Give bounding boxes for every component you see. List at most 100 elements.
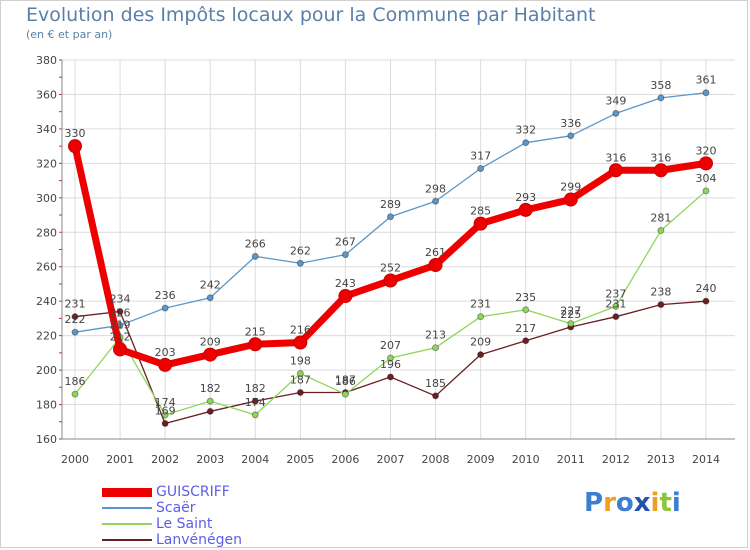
- data-point: [612, 313, 620, 321]
- data-label: 243: [335, 277, 356, 290]
- data-label: 235: [515, 291, 536, 304]
- data-point: [567, 320, 575, 328]
- data-point: [522, 306, 530, 314]
- data-label: 358: [650, 79, 671, 92]
- logo-letter: x: [633, 488, 651, 518]
- data-point: [522, 337, 530, 345]
- x-tick-label: 2006: [331, 453, 359, 466]
- legend-item-scaer: Scaër: [102, 500, 242, 516]
- data-point: [206, 397, 214, 405]
- x-tick-label: 2007: [376, 453, 404, 466]
- data-point: [158, 357, 173, 372]
- x-tick-label: 2009: [467, 453, 495, 466]
- x-tick-label: 2003: [196, 453, 224, 466]
- data-label: 304: [695, 172, 716, 185]
- data-point: [522, 139, 530, 147]
- data-point: [338, 289, 353, 304]
- data-point: [71, 313, 79, 321]
- logo-letter: o: [615, 488, 634, 518]
- data-label: 187: [290, 373, 311, 386]
- data-label: 174: [245, 396, 266, 409]
- data-point: [657, 227, 665, 235]
- data-point: [383, 273, 398, 288]
- data-label: 316: [605, 151, 626, 164]
- data-point: [563, 192, 578, 207]
- data-label: 267: [335, 236, 356, 249]
- data-label: 332: [515, 124, 536, 137]
- data-point: [296, 259, 304, 267]
- data-label: 252: [380, 262, 401, 275]
- data-point: [657, 94, 665, 102]
- data-point: [567, 132, 575, 140]
- logo-letter: r: [603, 488, 616, 518]
- data-point: [296, 370, 304, 378]
- data-point: [161, 411, 169, 419]
- data-point: [161, 419, 169, 427]
- data-label: 349: [605, 94, 626, 107]
- y-tick-label: 220: [36, 330, 57, 343]
- data-label: 174: [155, 396, 176, 409]
- x-tick-label: 2013: [647, 453, 675, 466]
- data-point: [206, 294, 214, 302]
- chart-subtitle: (en € et par an): [26, 28, 113, 41]
- data-point: [702, 187, 710, 195]
- legend-item-le-saint: Le Saint: [102, 516, 242, 532]
- legend-label: Le Saint: [156, 516, 213, 532]
- x-tick-label: 2002: [151, 453, 179, 466]
- data-point: [161, 304, 169, 312]
- data-label: 186: [65, 375, 86, 388]
- data-label: 226: [110, 306, 131, 319]
- y-tick-label: 240: [36, 295, 57, 308]
- chart-title: Evolution des Impôts locaux pour la Comm…: [26, 4, 596, 26]
- data-label: 209: [200, 336, 221, 349]
- data-label: 231: [65, 298, 86, 311]
- x-tick-label: 2014: [692, 453, 720, 466]
- data-label: 320: [695, 144, 716, 157]
- x-tick-label: 2001: [106, 453, 134, 466]
- data-label: 215: [245, 325, 266, 338]
- y-tick-label: 260: [36, 261, 57, 274]
- y-tick-label: 360: [36, 88, 57, 101]
- data-label: 219: [110, 318, 131, 331]
- data-point: [608, 163, 623, 178]
- data-point: [251, 397, 259, 405]
- data-label: 182: [245, 382, 266, 395]
- data-label: 242: [200, 279, 221, 292]
- data-point: [293, 335, 308, 350]
- data-label: 262: [290, 244, 311, 257]
- data-point: [251, 252, 259, 260]
- legend-item-guiscriff: GUISCRIFF: [102, 484, 242, 500]
- data-label: 238: [650, 286, 671, 299]
- data-label: 209: [470, 336, 491, 349]
- data-label: 227: [560, 305, 581, 318]
- legend-swatch-lanvenegen: [102, 539, 152, 541]
- y-tick-label: 200: [36, 364, 57, 377]
- data-point: [698, 156, 713, 171]
- data-point: [206, 407, 214, 415]
- data-label: 169: [155, 404, 176, 417]
- data-label: 240: [695, 282, 716, 295]
- data-label: 336: [560, 117, 581, 130]
- data-point: [432, 392, 440, 400]
- legend-item-lanvenegen: Lanvénégen: [102, 532, 242, 548]
- y-tick-label: 300: [36, 192, 57, 205]
- y-tick-label: 180: [36, 399, 57, 412]
- data-label: 216: [290, 324, 311, 337]
- x-tick-label: 2010: [512, 453, 540, 466]
- data-point: [68, 139, 82, 154]
- data-point: [477, 313, 485, 321]
- data-label: 281: [650, 212, 671, 225]
- y-tick-label: 160: [36, 433, 57, 446]
- data-point: [477, 165, 485, 173]
- data-point: [113, 342, 128, 357]
- data-label: 330: [65, 127, 86, 140]
- x-tick-label: 2012: [602, 453, 630, 466]
- legend-swatch-guiscriff: [102, 487, 152, 497]
- data-point: [248, 337, 263, 352]
- data-point: [432, 344, 440, 352]
- data-point: [203, 347, 218, 362]
- data-label: 225: [560, 308, 581, 321]
- data-point: [657, 301, 665, 309]
